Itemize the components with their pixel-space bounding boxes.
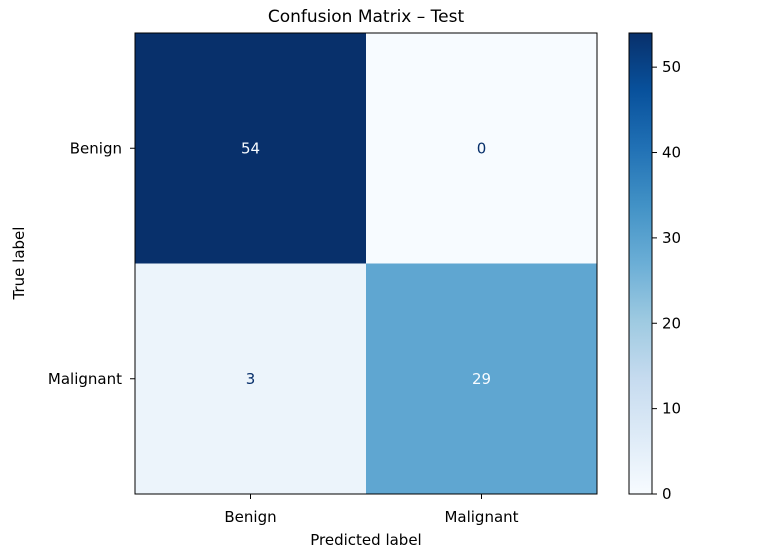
y-axis-label: True label [10,227,28,301]
colorbar-ticks: 0 10 20 30 40 50 [652,58,681,503]
colorbar-tick-label-0: 0 [662,485,672,503]
y-tick-label-1: Malignant [48,370,122,388]
colorbar-tick-label-5: 50 [662,58,681,76]
cell-1-0 [135,263,366,494]
cell-label-1-0: 3 [246,370,256,388]
cell-label-0-1: 0 [477,139,487,157]
x-tick-label-1: Malignant [444,508,518,526]
cell-0-0 [135,33,366,264]
plot-frame [134,32,598,495]
colorbar-tick-label-1: 10 [662,400,681,418]
x-tick-label-0: Benign [224,508,276,526]
chart-title: Confusion Matrix – Test [268,7,465,27]
x-axis-label: Predicted label [310,531,421,549]
cell-0-1 [366,33,597,264]
colorbar-tick-label-3: 30 [662,229,681,247]
x-axis-ticks: Benign Malignant [224,494,519,526]
cell-label-0-0: 54 [241,139,260,157]
cell-label-1-1: 29 [472,370,491,388]
cell-1-1 [366,263,597,494]
colorbar-tick-label-2: 20 [662,314,681,332]
y-axis-ticks: Benign Malignant [48,139,135,388]
y-tick-label-0: Benign [70,139,122,157]
heatmap-cells: 54 0 3 29 [135,33,597,494]
colorbar [628,32,653,495]
colorbar-tick-label-4: 40 [662,144,681,162]
